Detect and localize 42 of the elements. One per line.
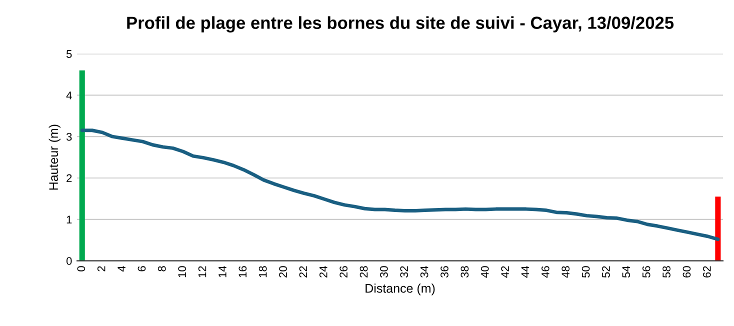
x-tick-label: 6	[138, 266, 146, 272]
y-tick-label: 1	[66, 216, 72, 224]
x-tick-label: 8	[158, 266, 166, 272]
x-tick-label: 32	[400, 266, 408, 278]
x-tick-label: 54	[622, 266, 630, 278]
x-tick-label: 20	[279, 266, 287, 278]
x-tick-label: 34	[420, 266, 428, 278]
x-tick-label: 46	[541, 266, 550, 278]
x-tick-label: 12	[198, 266, 206, 278]
x-tick-label: 26	[340, 266, 348, 278]
x-tick-label: 22	[299, 266, 308, 278]
x-tick-label: 62	[702, 266, 711, 278]
chart-title: Profil de plage entre les bornes du site de suivi - Cayar, 13/09/2025	[127, 16, 674, 32]
x-tick-label: 52	[602, 266, 610, 278]
x-tick-label: 42	[501, 266, 509, 278]
x-tick-label: 38	[460, 266, 469, 278]
y-tick-label: 2	[66, 174, 72, 182]
x-tick-label: 2	[97, 266, 106, 272]
y-tick-label: 3	[66, 132, 72, 141]
x-tick-label: 24	[319, 266, 328, 278]
x-tick-label: 40	[480, 266, 489, 278]
x-tick-label: 16	[238, 266, 247, 278]
line-series	[80, 128, 720, 242]
x-tick-label: 14	[218, 266, 226, 278]
y-tick-label: 4	[66, 92, 72, 100]
x-tick-label: 28	[360, 266, 368, 278]
x-tick-label: 4	[118, 266, 126, 272]
y-tick-label: 5	[66, 50, 72, 58]
x-axis-title: Distance (m)	[366, 284, 435, 296]
x-tick-label: 18	[258, 266, 267, 278]
x-tick-label: 48	[562, 266, 570, 278]
x-tick-label: 0	[77, 266, 86, 272]
y-tick-label: 0	[66, 257, 72, 265]
y-axis-title: Hauteur (m)	[48, 124, 60, 190]
x-tick-label: 30	[380, 266, 388, 278]
x-tick-label: 44	[521, 266, 530, 278]
x-tick-label: 36	[440, 266, 448, 278]
x-tick-label: 56	[642, 266, 650, 278]
x-tick-label: 58	[662, 266, 670, 278]
x-tick-label: 10	[178, 266, 186, 278]
x-tick-label: 50	[582, 266, 590, 278]
x-tick-label: 60	[682, 266, 691, 278]
